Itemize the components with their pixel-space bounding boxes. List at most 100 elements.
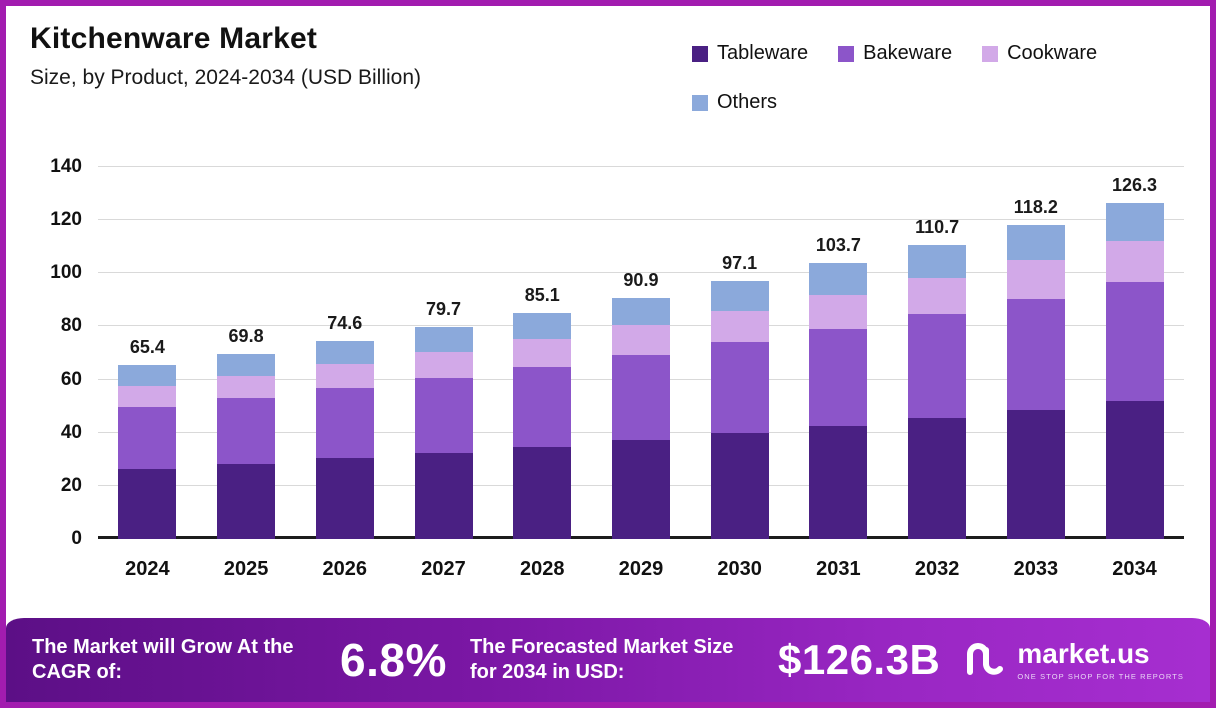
legend-item-bakeware: Bakeware: [838, 42, 952, 65]
legend-swatch-icon: [692, 94, 708, 111]
segment-tableware: [908, 418, 967, 539]
segment-tableware: [1105, 400, 1164, 539]
plot-area: 65.4 69.8 74.6 79.7 85.1 90.9 97.1 103.7 110.7 11…: [98, 166, 1184, 539]
bar-stack: [513, 312, 572, 539]
segment-cookware: [315, 364, 374, 389]
legend-item-cookware: Cookware: [982, 42, 1097, 65]
bar-column-2026: 74.6: [315, 167, 374, 539]
segment-tableware: [1006, 409, 1065, 539]
segment-tableware: [710, 433, 769, 539]
segment-bakeware: [315, 388, 374, 459]
gridline: [98, 166, 1184, 167]
bar-stack: [611, 297, 670, 539]
segment-bakeware: [908, 314, 967, 419]
y-tick-label: 120: [50, 209, 82, 231]
y-tick-label: 60: [60, 368, 82, 390]
bar-stack: [710, 281, 769, 539]
forecast-label: The Forecasted Market Size for 2034 in U…: [469, 636, 734, 683]
segment-cookware: [809, 294, 868, 329]
legend-label: Cookware: [1007, 42, 1098, 64]
segment-others: [809, 263, 868, 295]
segment-tableware: [414, 452, 473, 539]
y-axis: 0 20 40 60 80 100 120 140: [20, 156, 82, 549]
segment-cookware: [710, 310, 769, 343]
legend-item-others: Others: [692, 91, 777, 114]
x-tick-label: 2028: [519, 558, 565, 580]
y-tick-label: 100: [50, 262, 82, 284]
segment-tableware: [315, 458, 374, 539]
segment-bakeware: [710, 342, 769, 434]
bar-column-2032: 110.7: [908, 167, 967, 539]
segment-others: [1105, 203, 1164, 241]
legend-label: Tableware: [717, 42, 809, 64]
x-tick-label: 2026: [322, 558, 368, 580]
logo-tagline: ONE STOP SHOP FOR THE REPORTS: [1017, 671, 1184, 681]
y-tick-label: 0: [71, 528, 82, 549]
x-tick-label: 2033: [1013, 558, 1059, 580]
segment-others: [414, 327, 473, 353]
chart-header: Kitchenware Market Size, by Product, 202…: [30, 22, 421, 90]
segment-cookware: [513, 339, 572, 367]
bar-column-2025: 69.8: [217, 167, 276, 539]
segment-others: [315, 340, 374, 365]
logo-text: market.us: [1017, 637, 1150, 669]
bar-column-2030: 97.1: [710, 167, 769, 539]
segment-others: [1006, 224, 1065, 261]
legend-item-tableware: Tableware: [692, 42, 808, 65]
gridline: [98, 272, 1184, 274]
segment-bakeware: [513, 366, 572, 447]
legend: Tableware Bakeware Cookware Others: [692, 42, 1192, 114]
bar-total-label: 85.1: [524, 284, 560, 305]
bar-stack: [118, 365, 177, 539]
bar-total-label: 110.7: [915, 216, 960, 237]
footer-banner: The Market will Grow At the CAGR of: 6.8…: [6, 618, 1210, 702]
bar-stack: [217, 353, 276, 539]
segment-bakeware: [118, 407, 177, 469]
x-tick-label: 2034: [1112, 558, 1157, 580]
bar-total-label: 65.4: [129, 337, 165, 358]
segment-bakeware: [1105, 281, 1164, 401]
bar-column-2033: 118.2: [1006, 167, 1065, 539]
segment-bakeware: [217, 398, 276, 464]
bar-total-label: 103.7: [815, 235, 861, 256]
bar-total-label: 79.7: [425, 299, 462, 320]
bar-total-label: 69.8: [228, 325, 264, 346]
forecast-value: $126.3B: [778, 636, 941, 683]
y-tick-label: 140: [50, 156, 82, 177]
bar-stack: [1006, 224, 1065, 539]
bar-total-label: 90.9: [623, 269, 659, 290]
marketus-logo-icon: [963, 638, 1007, 683]
bars-row: 65.4 69.8 74.6 79.7 85.1 90.9 97.1 103.7 110.7 11…: [98, 167, 1184, 539]
segment-bakeware: [414, 378, 473, 453]
page-subtitle: Size, by Product, 2024-2034 (USD Billion…: [30, 66, 422, 89]
y-tick-label: 80: [60, 315, 82, 337]
segment-tableware: [809, 425, 868, 539]
bar-column-2029: 90.9: [611, 167, 670, 539]
segment-others: [118, 365, 177, 387]
segment-tableware: [611, 440, 670, 539]
legend-label: Bakeware: [863, 42, 953, 64]
cagr-label: The Market will Grow At the CAGR of:: [32, 636, 294, 683]
segment-others: [217, 353, 276, 376]
x-axis: 2024 2025 2026 2027 2028 2029 2030 2031 2032 2033…: [98, 558, 1184, 581]
bar-total-label: 118.2: [1013, 196, 1058, 217]
bar-total-label: 97.1: [722, 253, 758, 274]
segment-cookware: [217, 375, 276, 399]
x-tick-label: 2031: [816, 558, 861, 580]
segment-cookware: [414, 352, 473, 378]
legend-swatch-icon: [838, 45, 855, 62]
y-tick-label: 20: [60, 474, 82, 496]
bar-total-label: 74.6: [327, 312, 363, 333]
segment-cookware: [908, 278, 967, 315]
segment-tableware: [118, 468, 177, 539]
segment-bakeware: [809, 328, 868, 426]
x-tick-label: 2025: [223, 558, 269, 580]
bar-stack: [414, 327, 473, 539]
legend-swatch-icon: [692, 45, 708, 62]
segment-others: [611, 297, 670, 326]
bar-stack: [315, 340, 374, 539]
bar-column-2024: 65.4: [118, 167, 177, 539]
bar-total-label: 126.3: [1112, 175, 1158, 196]
x-tick-label: 2024: [125, 558, 170, 580]
